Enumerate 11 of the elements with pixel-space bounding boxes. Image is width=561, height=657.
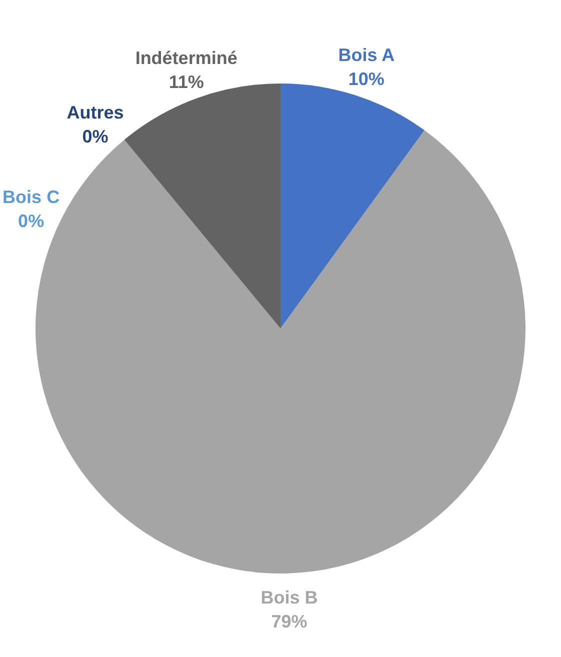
slice-label: Bois A [338, 45, 395, 66]
category-label: Autres [66, 102, 124, 122]
slice-label: Indéterminé [135, 48, 238, 68]
text: 0% [18, 210, 44, 231]
pie-slice [280, 84, 425, 328]
text: 0% [82, 126, 108, 146]
category-label: Bois C [2, 186, 60, 207]
data-label: 11% [168, 72, 204, 92]
data-label: 79% [271, 611, 308, 632]
data-label: 10% [348, 69, 384, 90]
slice-label: Bois B [260, 587, 318, 608]
